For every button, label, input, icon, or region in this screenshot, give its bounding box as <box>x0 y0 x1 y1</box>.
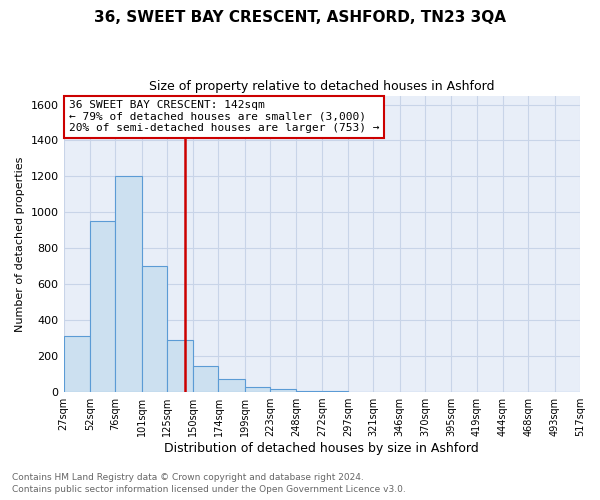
Bar <box>218 378 245 392</box>
Bar <box>245 386 270 392</box>
Bar <box>64 336 90 392</box>
Bar <box>193 366 218 392</box>
Bar <box>270 390 296 392</box>
Bar <box>90 222 115 392</box>
Text: Contains HM Land Registry data © Crown copyright and database right 2024.: Contains HM Land Registry data © Crown c… <box>12 474 364 482</box>
Bar <box>115 176 142 392</box>
X-axis label: Distribution of detached houses by size in Ashford: Distribution of detached houses by size … <box>164 442 479 455</box>
Text: Contains public sector information licensed under the Open Government Licence v3: Contains public sector information licen… <box>12 485 406 494</box>
Text: 36 SWEET BAY CRESCENT: 142sqm
← 79% of detached houses are smaller (3,000)
20% o: 36 SWEET BAY CRESCENT: 142sqm ← 79% of d… <box>69 100 379 133</box>
Title: Size of property relative to detached houses in Ashford: Size of property relative to detached ho… <box>149 80 494 93</box>
Bar <box>296 390 322 392</box>
Bar <box>142 266 167 392</box>
Bar <box>167 340 193 392</box>
Text: 36, SWEET BAY CRESCENT, ASHFORD, TN23 3QA: 36, SWEET BAY CRESCENT, ASHFORD, TN23 3Q… <box>94 10 506 25</box>
Bar <box>322 391 348 392</box>
Y-axis label: Number of detached properties: Number of detached properties <box>15 156 25 332</box>
